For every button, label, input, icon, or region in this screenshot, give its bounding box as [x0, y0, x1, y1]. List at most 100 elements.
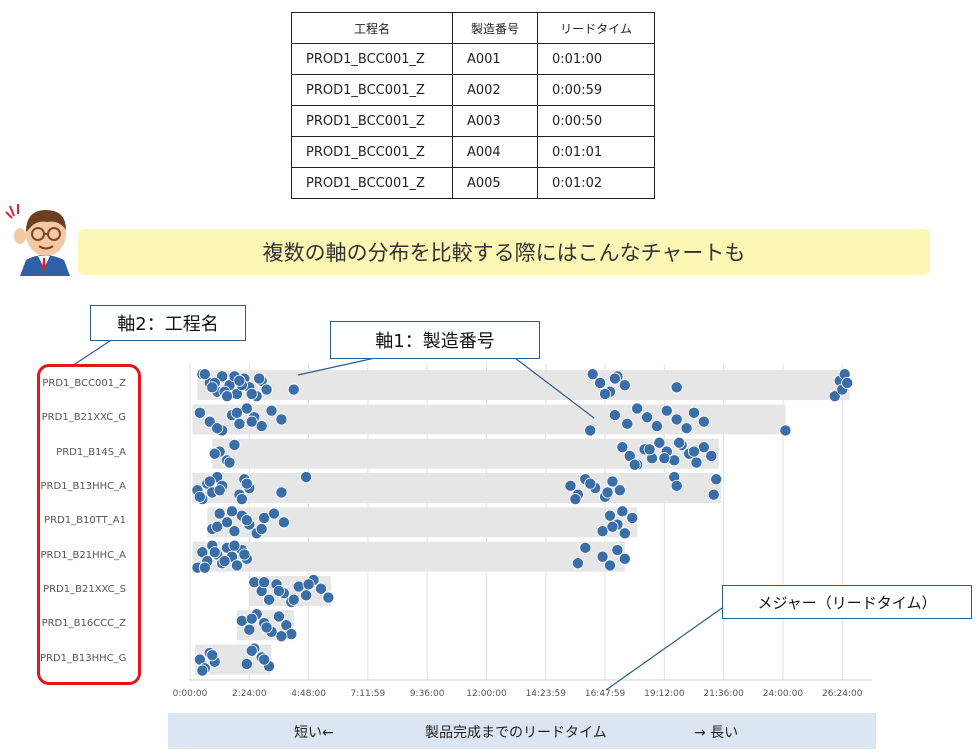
data-point — [228, 525, 241, 538]
x-tick-label: 19:12:00 — [644, 689, 685, 699]
data-point — [616, 505, 629, 518]
data-point — [618, 379, 631, 392]
data-point — [240, 657, 253, 670]
data-point — [240, 402, 253, 415]
table-header-row: 工程名 製造番号 リードタイム — [291, 12, 655, 44]
data-point — [223, 456, 236, 469]
data-point — [196, 664, 209, 677]
data-point — [225, 505, 238, 518]
data-point — [618, 527, 631, 540]
column-header: 工程名 — [291, 12, 453, 44]
data-point — [643, 443, 656, 456]
data-point — [697, 415, 710, 428]
data-point — [240, 477, 253, 490]
callout-measure-text: メジャー（リードタイム） — [757, 593, 937, 612]
data-point — [688, 445, 701, 458]
data-point — [707, 488, 720, 501]
banner-text: 複数の軸の分布を比較する際にはこんなチャートも — [262, 241, 746, 265]
data-point — [255, 522, 268, 535]
data-point — [594, 376, 607, 389]
table-row: PROD1_BCC001_Z A001 0:01:00 — [291, 43, 655, 75]
data-point — [208, 546, 221, 559]
data-point — [571, 557, 584, 570]
table-cell: A004 — [452, 136, 538, 168]
data-point — [586, 368, 599, 381]
data-point — [604, 509, 617, 522]
data-point — [668, 454, 681, 467]
data-point — [208, 447, 221, 460]
x-tick-labels: 0:00:00 2:24:00 4:48:00 7:11:59 9:36:00 12:00… — [173, 689, 863, 699]
table-cell: 0:01:02 — [537, 167, 655, 199]
data-point — [233, 417, 246, 430]
data-point — [258, 576, 271, 589]
x-tick-label: 12:00:00 — [466, 689, 507, 699]
data-point — [265, 404, 278, 417]
callout-measure: メジャー（リードタイム） — [722, 585, 972, 619]
x-tick-label: 21:36:00 — [703, 689, 744, 699]
data-point — [230, 559, 243, 572]
data-point — [253, 372, 266, 385]
table-cell: A005 — [452, 167, 538, 199]
data-point — [584, 424, 597, 437]
banner: 複数の軸の分布を比較する際にはこんなチャートも — [78, 229, 930, 275]
callout-axis1: 軸1：製造番号 — [330, 321, 540, 359]
data-point — [779, 424, 792, 437]
data-point — [673, 436, 686, 449]
data-point — [841, 376, 854, 389]
data-point — [260, 383, 273, 396]
table-cell: PROD1_BCC001_Z — [291, 74, 453, 106]
table-cell: PROD1_BCC001_Z — [291, 43, 453, 75]
data-point — [218, 555, 231, 568]
data-point — [710, 473, 723, 486]
data-point — [230, 406, 243, 419]
table-row: PROD1_BCC001_Z A003 0:00:50 — [291, 105, 655, 137]
data-point — [628, 458, 641, 471]
data-point — [267, 507, 280, 520]
data-point — [596, 550, 609, 563]
data-point — [596, 525, 609, 538]
data-point — [206, 381, 219, 394]
data-point — [579, 541, 592, 554]
row-label: PRD1_B16CCC_Z — [41, 618, 126, 630]
data-point — [287, 593, 300, 606]
data-point — [287, 383, 300, 396]
data-point — [285, 628, 298, 641]
data-point — [272, 610, 285, 623]
data-point — [245, 612, 258, 625]
data-point — [599, 387, 612, 400]
data-point — [211, 520, 224, 533]
axis2-highlight-box — [37, 364, 141, 685]
x-tick-label: 0:00:00 — [173, 689, 208, 699]
data-point — [263, 593, 276, 606]
data-point — [238, 548, 251, 561]
table-cell: 0:01:00 — [537, 43, 655, 75]
data-point — [275, 486, 288, 499]
data-point — [688, 406, 701, 419]
data-point — [272, 584, 285, 597]
row-label: PRD1_B21XXC_G — [41, 412, 126, 424]
data-point — [626, 511, 639, 524]
data-point — [697, 441, 710, 454]
long-label: → 長い — [694, 725, 739, 741]
data-point — [322, 591, 335, 604]
data-point — [670, 381, 683, 394]
data-point — [235, 614, 248, 627]
lead-time-direction-bar: 短い← 製品完成までのリードタイム → 長い — [168, 713, 876, 749]
data-point — [206, 649, 219, 662]
data-point — [275, 630, 288, 643]
data-point — [193, 490, 206, 503]
callout-axis1-text: 軸1：製造番号 — [375, 331, 495, 352]
table-cell: PROD1_BCC001_Z — [291, 105, 453, 137]
data-point — [660, 404, 673, 417]
x-tick-label: 4:48:00 — [291, 689, 326, 699]
data-point — [601, 486, 614, 499]
data-point — [606, 520, 619, 533]
data-point — [569, 493, 582, 506]
table-cell: A003 — [452, 105, 538, 137]
presenter-avatar-icon — [5, 204, 70, 276]
x-tick-label: 7:11:59 — [351, 689, 386, 699]
table-cell: 0:00:59 — [537, 74, 655, 106]
data-point — [258, 653, 271, 666]
x-tick-label: 26:24:00 — [822, 689, 863, 699]
data-point — [606, 475, 619, 488]
